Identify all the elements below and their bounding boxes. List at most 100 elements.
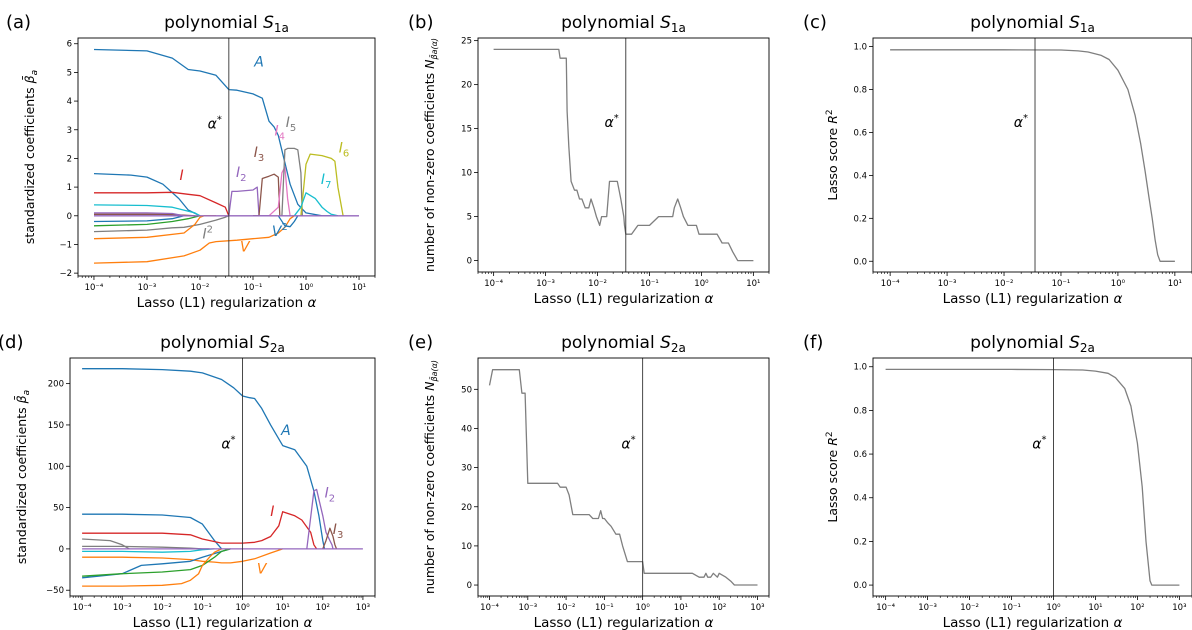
alpha-star-superscript: * <box>1023 113 1028 124</box>
alpha-star-symbol: α <box>621 436 631 452</box>
x-tick-label: 10⁻² <box>960 603 979 613</box>
y-tick-label: 40 <box>461 424 472 434</box>
x-axis-label-symbol: α <box>1113 291 1122 307</box>
y-tick-label: −1 <box>59 240 72 250</box>
panel-letter: (d) <box>0 332 23 353</box>
panel-b: 10⁻⁴ 10⁻³ 10⁻² 10⁻¹ 10⁰ 10¹ 0 5 10 15 20 25 polynomi… <box>408 12 770 307</box>
alpha-star-symbol: α <box>1014 115 1024 131</box>
panel-title-symbol: S <box>263 13 274 33</box>
panel-title: polynomial S2a <box>160 333 285 355</box>
y-tick-label: 6 <box>67 40 72 50</box>
panel-title-text: polynomial <box>164 13 263 33</box>
y-tick-label: 25 <box>461 37 472 47</box>
x-axis-label-symbol: α <box>704 291 713 307</box>
curve-label-subscript: 5 <box>290 123 296 134</box>
panel-title: polynomial S2a <box>561 333 686 355</box>
panel-letter: (b) <box>408 12 433 33</box>
y-tick-label: 2 <box>67 154 72 164</box>
x-axis-label-text: Lasso (L1) regularization <box>943 291 1114 307</box>
x-tick-label: 10⁻³ <box>938 279 957 289</box>
x-tick-label: 10¹ <box>1168 279 1182 289</box>
series-group <box>493 48 754 262</box>
y-tick-label: 150 <box>48 421 64 431</box>
y-tick-label: 50 <box>461 385 472 395</box>
x-axis-label-text: Lasso (L1) regularization <box>534 615 705 630</box>
curve-label-text: I <box>286 115 290 131</box>
y-axis-label-symbol: R <box>825 115 840 124</box>
y-tick-label: 3 <box>67 126 72 136</box>
x-tick-label: 10¹ <box>352 283 366 293</box>
curve-label: I7 <box>321 172 332 191</box>
series-line-17 <box>293 192 339 217</box>
alpha-star-label: α* <box>208 114 222 132</box>
x-tick-label: 10⁻² <box>588 279 607 289</box>
x-tick-label: 10⁻¹ <box>1052 279 1071 289</box>
x-tick-label: 10⁰ <box>636 603 651 613</box>
panel-letter: (f) <box>803 332 823 353</box>
curve-label-text: I <box>202 227 206 243</box>
y-axis-label: standardized coefficients β̄a <box>22 70 40 244</box>
y-tick-label: 0.6 <box>853 450 867 460</box>
curve-label: V <box>257 562 268 578</box>
y-tick-label: 0.0 <box>853 581 867 591</box>
curve-label-text: I <box>321 172 325 188</box>
panel-title-text: polynomial <box>160 333 259 353</box>
series-group <box>82 368 363 587</box>
series-line-8 <box>82 548 215 553</box>
y-tick-label: 0 <box>467 257 472 267</box>
curve-label-subscript: 3 <box>258 153 264 164</box>
y-axis-label: Lasso score R2 <box>825 431 840 522</box>
series-line-10 <box>82 548 231 579</box>
x-axis-label: Lasso (L1) regularization α <box>534 615 714 630</box>
panel-title-text: polynomial <box>970 333 1069 353</box>
x-axis-label-symbol: α <box>1113 615 1122 630</box>
y-axis-label-superscript: 2 <box>825 431 835 437</box>
series-line-15 <box>281 147 303 216</box>
y-axis-label-text: Lasso score <box>825 446 840 523</box>
curve-label-text: I <box>254 145 258 161</box>
curve-label: I2 <box>202 225 213 243</box>
series-line-11 <box>93 215 185 223</box>
y-axis-label-symbol: β̄ <box>14 395 29 404</box>
plot-frame <box>69 357 376 597</box>
y-tick-label: 200 <box>48 380 64 390</box>
series-line-1 <box>493 48 754 262</box>
y-tick-label: 0.2 <box>853 214 867 224</box>
x-tick-label: 10⁻³ <box>518 603 537 613</box>
alpha-star-symbol: α <box>221 436 231 452</box>
curve-label-text: I <box>333 522 337 538</box>
x-tick-label: 10⁻⁴ <box>73 603 92 613</box>
x-tick-label: 10⁻³ <box>918 603 937 613</box>
panel-title-subscript: 2a <box>1080 341 1095 355</box>
y-axis-label-subscript: β̄a(α) <box>429 38 439 61</box>
y-tick-label: 4 <box>67 97 72 107</box>
x-tick-label: 10⁻¹ <box>193 603 212 613</box>
x-tick-label: 10⁻² <box>995 279 1014 289</box>
y-axis-label-text: number of non-zero coefficients <box>422 391 437 594</box>
x-tick-label: 10¹ <box>674 603 688 613</box>
curve-label-text: I <box>236 165 240 181</box>
curve-label: V2 <box>272 222 288 240</box>
y-axis-label-subscript: a <box>30 70 40 76</box>
curve-label: I <box>180 168 184 184</box>
y-tick-label: −50 <box>46 586 64 596</box>
y-tick-label: 5 <box>67 68 72 78</box>
series-line-1 <box>82 368 326 550</box>
x-axis-label-text: Lasso (L1) regularization <box>943 615 1114 630</box>
y-axis-label-text: number of non-zero coefficients <box>422 69 437 272</box>
y-tick-label: 1.0 <box>853 43 867 53</box>
series-line-1 <box>885 368 1180 586</box>
x-tick-label: 10⁰ <box>1111 279 1126 289</box>
panel-title-subscript: 1a <box>671 21 686 35</box>
x-tick-label: 10⁻⁴ <box>484 279 503 289</box>
series-line-1 <box>890 49 1175 262</box>
y-axis-label: number of non-zero coefficients Nβ̄a(α) <box>422 360 439 594</box>
curve-label-subscript: 6 <box>343 149 349 160</box>
series-line-12 <box>82 548 222 587</box>
series-group <box>93 48 359 264</box>
x-axis-label-symbol: α <box>303 615 312 630</box>
series-line-1 <box>488 369 758 586</box>
x-tick-label: 10⁰ <box>299 283 314 293</box>
series-line-1 <box>93 48 332 217</box>
y-axis-label-symbol: β̄ <box>22 75 37 84</box>
